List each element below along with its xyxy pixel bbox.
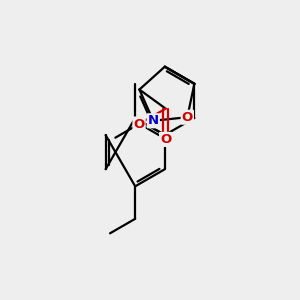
Text: N: N [148, 114, 159, 127]
Text: O: O [160, 133, 171, 146]
Text: O: O [134, 118, 145, 130]
Text: O: O [182, 111, 193, 124]
